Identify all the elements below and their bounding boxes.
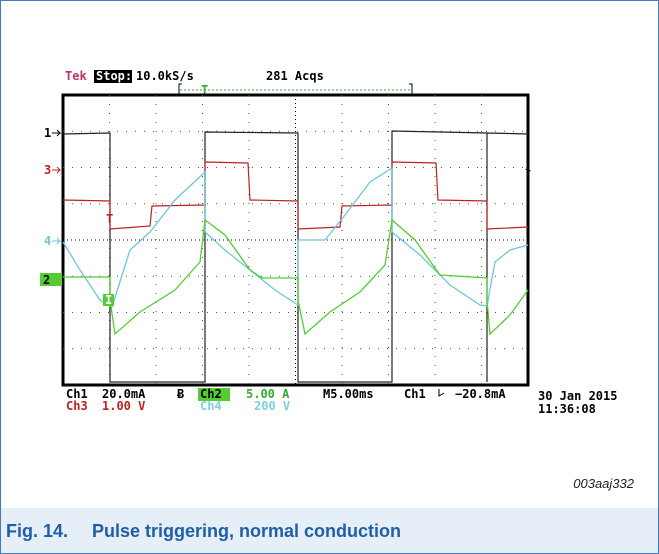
bw-icon: Ƀ: [177, 387, 184, 401]
figure: Tek Stop: 10.0kS/s 281 Acqs T 1 3 4 2 T …: [0, 0, 659, 554]
figure-caption: Pulse triggering, normal conduction: [92, 521, 401, 541]
brand: Tek: [65, 69, 87, 83]
figure-number: Fig. 14.: [6, 521, 68, 541]
ch3-marker: 3: [44, 163, 51, 177]
timebase: M5.00ms: [323, 387, 374, 401]
date: 30 Jan 2015: [538, 389, 617, 403]
ch2-marker: 2: [43, 273, 50, 287]
state: Stop:: [96, 69, 132, 83]
cursor-marker: I: [105, 293, 112, 307]
sample-rate: 10.0kS/s: [136, 69, 194, 83]
ch3-scale: 1.00 V: [102, 399, 145, 413]
trigger-level: −20.8mA: [455, 387, 506, 401]
acquisitions: 281 Acqs: [266, 69, 324, 83]
ch1-marker: 1: [44, 126, 51, 140]
ch3-label: Ch3: [66, 399, 88, 413]
ch4-marker: 4: [44, 234, 51, 248]
time: 11:36:08: [538, 402, 596, 416]
trigger-source: Ch1: [404, 387, 426, 401]
ch4-label: Ch4: [200, 399, 222, 413]
ch3-trigger-marker: T: [106, 212, 113, 226]
figure-id: 003aaj332: [573, 476, 634, 491]
ch4-scale: 200 V: [254, 399, 290, 413]
